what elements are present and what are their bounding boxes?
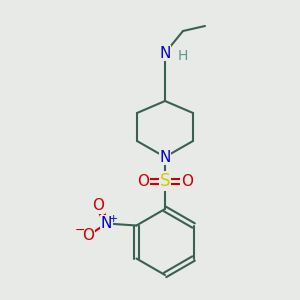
Text: O: O [181, 173, 193, 188]
Text: N: N [159, 46, 171, 61]
Text: O: O [92, 198, 104, 213]
Text: H: H [178, 49, 188, 63]
Text: −: − [75, 224, 86, 237]
Text: N: N [101, 216, 112, 231]
Text: S: S [160, 172, 170, 190]
Text: O: O [137, 173, 149, 188]
Text: N: N [159, 149, 171, 164]
Text: O: O [82, 228, 94, 243]
Text: +: + [109, 214, 118, 224]
